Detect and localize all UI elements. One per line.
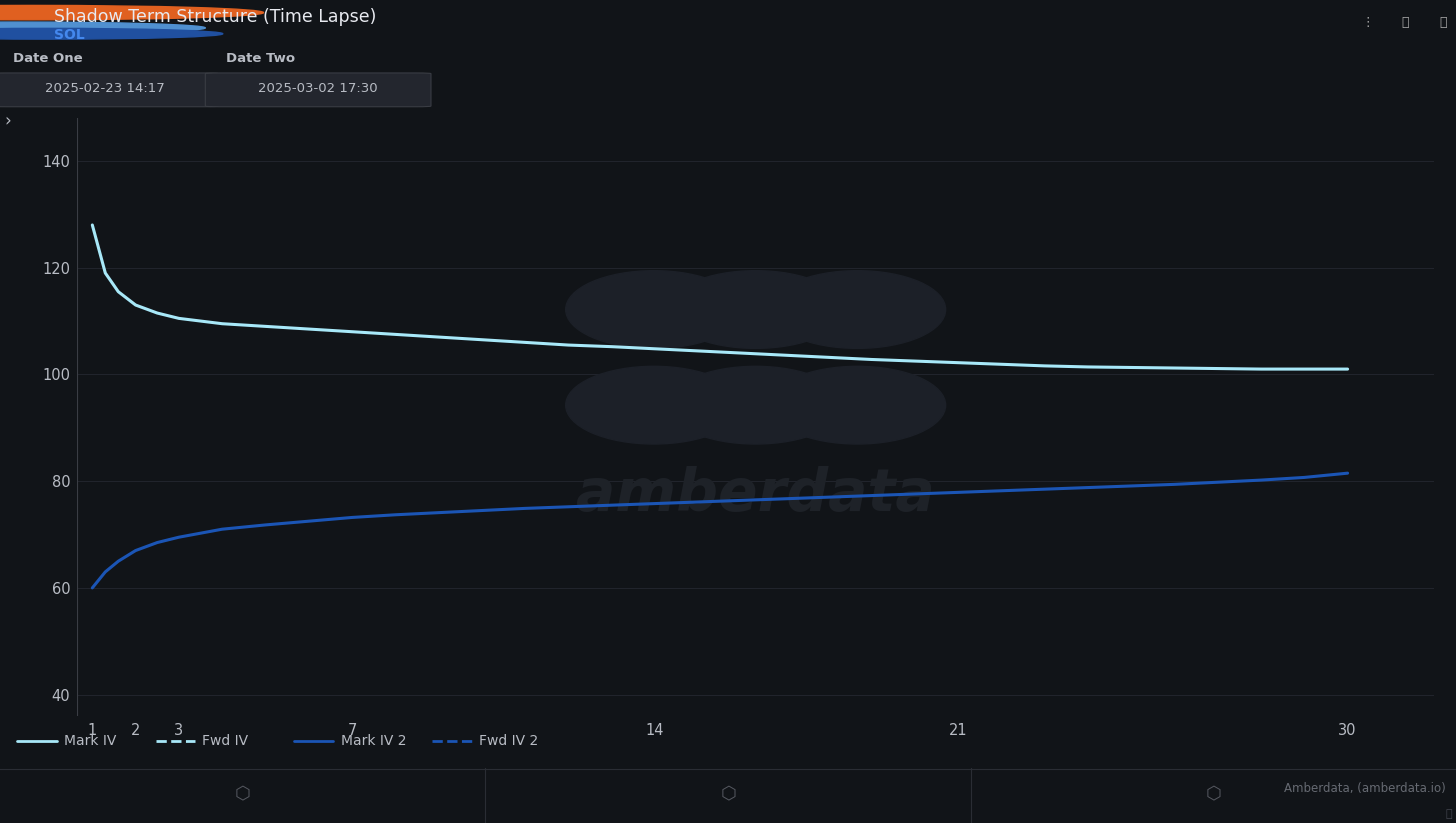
Circle shape xyxy=(769,271,945,348)
FancyBboxPatch shape xyxy=(205,73,431,107)
Circle shape xyxy=(0,22,205,34)
Text: ⋮: ⋮ xyxy=(1361,16,1373,29)
Text: Mark IV 2: Mark IV 2 xyxy=(341,734,406,748)
Circle shape xyxy=(566,366,743,444)
FancyBboxPatch shape xyxy=(0,73,218,107)
Text: 2025-02-23 14:17: 2025-02-23 14:17 xyxy=(45,82,165,95)
Text: Date Two: Date Two xyxy=(226,52,294,64)
Text: 🔖: 🔖 xyxy=(1439,16,1447,29)
Text: amberdata: amberdata xyxy=(577,467,935,523)
Circle shape xyxy=(0,28,223,40)
Circle shape xyxy=(769,366,945,444)
Text: ›: › xyxy=(4,113,12,131)
Text: ⬡: ⬡ xyxy=(234,785,250,803)
Circle shape xyxy=(667,271,844,348)
Text: Date One: Date One xyxy=(13,52,83,64)
Text: SOL: SOL xyxy=(54,28,84,42)
Text: 2025-03-02 17:30: 2025-03-02 17:30 xyxy=(258,82,377,95)
Text: Shadow Term Structure (Time Lapse): Shadow Term Structure (Time Lapse) xyxy=(54,8,376,26)
Circle shape xyxy=(566,271,743,348)
Circle shape xyxy=(0,6,264,20)
Circle shape xyxy=(667,366,844,444)
Text: ⓘ: ⓘ xyxy=(1401,16,1409,29)
Text: ⬡: ⬡ xyxy=(1206,785,1222,803)
Text: ⬡: ⬡ xyxy=(721,785,735,803)
Text: ⤡: ⤡ xyxy=(1444,809,1452,819)
Text: Mark IV: Mark IV xyxy=(64,734,116,748)
Text: Fwd IV: Fwd IV xyxy=(202,734,249,748)
Text: Amberdata, (amberdata.io): Amberdata, (amberdata.io) xyxy=(1284,783,1446,795)
Text: Fwd IV 2: Fwd IV 2 xyxy=(479,734,539,748)
